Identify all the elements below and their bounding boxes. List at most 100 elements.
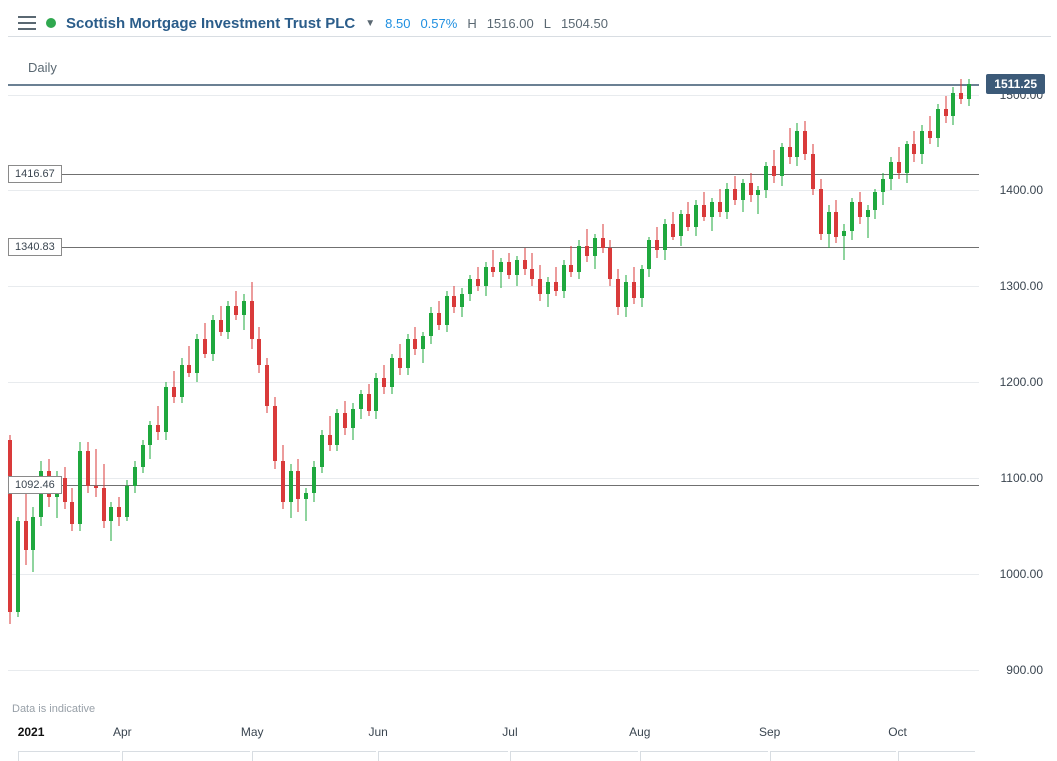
candle[interactable] [343, 37, 347, 718]
candle[interactable] [655, 37, 659, 718]
candle[interactable] [164, 37, 168, 718]
candle[interactable] [452, 37, 456, 718]
candle[interactable] [484, 37, 488, 718]
candle[interactable] [16, 37, 20, 718]
candle[interactable] [203, 37, 207, 718]
level-label[interactable]: 1092.46 [8, 476, 62, 494]
candle[interactable] [406, 37, 410, 718]
candle[interactable] [686, 37, 690, 718]
candle[interactable] [694, 37, 698, 718]
candle[interactable] [242, 37, 246, 718]
candle[interactable] [788, 37, 792, 718]
candle[interactable] [304, 37, 308, 718]
candle[interactable] [476, 37, 480, 718]
candle[interactable] [780, 37, 784, 718]
candle[interactable] [94, 37, 98, 718]
candle[interactable] [834, 37, 838, 718]
candle[interactable] [866, 37, 870, 718]
candle[interactable] [530, 37, 534, 718]
candle[interactable] [63, 37, 67, 718]
candle[interactable] [31, 37, 35, 718]
candle[interactable] [538, 37, 542, 718]
candle[interactable] [289, 37, 293, 718]
candle[interactable] [569, 37, 573, 718]
candle[interactable] [328, 37, 332, 718]
candle[interactable] [546, 37, 550, 718]
chart-area[interactable]: 900.001000.001100.001200.001300.001400.0… [8, 36, 1051, 717]
candle[interactable] [842, 37, 846, 718]
candle[interactable] [795, 37, 799, 718]
candle[interactable] [577, 37, 581, 718]
candle[interactable] [367, 37, 371, 718]
candle[interactable] [515, 37, 519, 718]
candle[interactable] [936, 37, 940, 718]
candle[interactable] [102, 37, 106, 718]
candle[interactable] [749, 37, 753, 718]
candle[interactable] [959, 37, 963, 718]
candle[interactable] [905, 37, 909, 718]
candle[interactable] [117, 37, 121, 718]
candle[interactable] [725, 37, 729, 718]
candle[interactable] [273, 37, 277, 718]
candle[interactable] [928, 37, 932, 718]
candle[interactable] [624, 37, 628, 718]
instrument-title[interactable]: Scottish Mortgage Investment Trust PLC [66, 15, 355, 32]
candle[interactable] [850, 37, 854, 718]
candle[interactable] [374, 37, 378, 718]
candle[interactable] [647, 37, 651, 718]
candle[interactable] [889, 37, 893, 718]
candle[interactable] [811, 37, 815, 718]
candle[interactable] [741, 37, 745, 718]
candle[interactable] [491, 37, 495, 718]
candle[interactable] [398, 37, 402, 718]
candle[interactable] [554, 37, 558, 718]
candle[interactable] [523, 37, 527, 718]
candle[interactable] [445, 37, 449, 718]
candle[interactable] [78, 37, 82, 718]
candle[interactable] [468, 37, 472, 718]
candle[interactable] [24, 37, 28, 718]
candle[interactable] [133, 37, 137, 718]
candle[interactable] [86, 37, 90, 718]
candle[interactable] [920, 37, 924, 718]
candle[interactable] [234, 37, 238, 718]
candle[interactable] [858, 37, 862, 718]
candle[interactable] [172, 37, 176, 718]
candle[interactable] [195, 37, 199, 718]
candle[interactable] [47, 37, 51, 718]
candle[interactable] [819, 37, 823, 718]
candle[interactable] [421, 37, 425, 718]
candle[interactable] [881, 37, 885, 718]
candle[interactable] [663, 37, 667, 718]
candle[interactable] [827, 37, 831, 718]
candle[interactable] [710, 37, 714, 718]
candle[interactable] [772, 37, 776, 718]
level-label[interactable]: 1340.83 [8, 238, 62, 256]
candle[interactable] [429, 37, 433, 718]
candle[interactable] [897, 37, 901, 718]
candle[interactable] [351, 37, 355, 718]
candle[interactable] [718, 37, 722, 718]
candle[interactable] [109, 37, 113, 718]
candle[interactable] [265, 37, 269, 718]
candle[interactable] [180, 37, 184, 718]
candle[interactable] [148, 37, 152, 718]
candle[interactable] [460, 37, 464, 718]
level-label[interactable]: 1416.67 [8, 165, 62, 183]
candle[interactable] [39, 37, 43, 718]
candle[interactable] [764, 37, 768, 718]
candle[interactable] [156, 37, 160, 718]
chevron-down-icon[interactable]: ▼ [365, 18, 375, 29]
candle[interactable] [951, 37, 955, 718]
candle[interactable] [281, 37, 285, 718]
candle[interactable] [616, 37, 620, 718]
candle[interactable] [382, 37, 386, 718]
candle[interactable] [912, 37, 916, 718]
candle[interactable] [585, 37, 589, 718]
candle[interactable] [679, 37, 683, 718]
candle[interactable] [499, 37, 503, 718]
candle[interactable] [320, 37, 324, 718]
candle[interactable] [873, 37, 877, 718]
candle[interactable] [562, 37, 566, 718]
candle[interactable] [8, 37, 12, 718]
